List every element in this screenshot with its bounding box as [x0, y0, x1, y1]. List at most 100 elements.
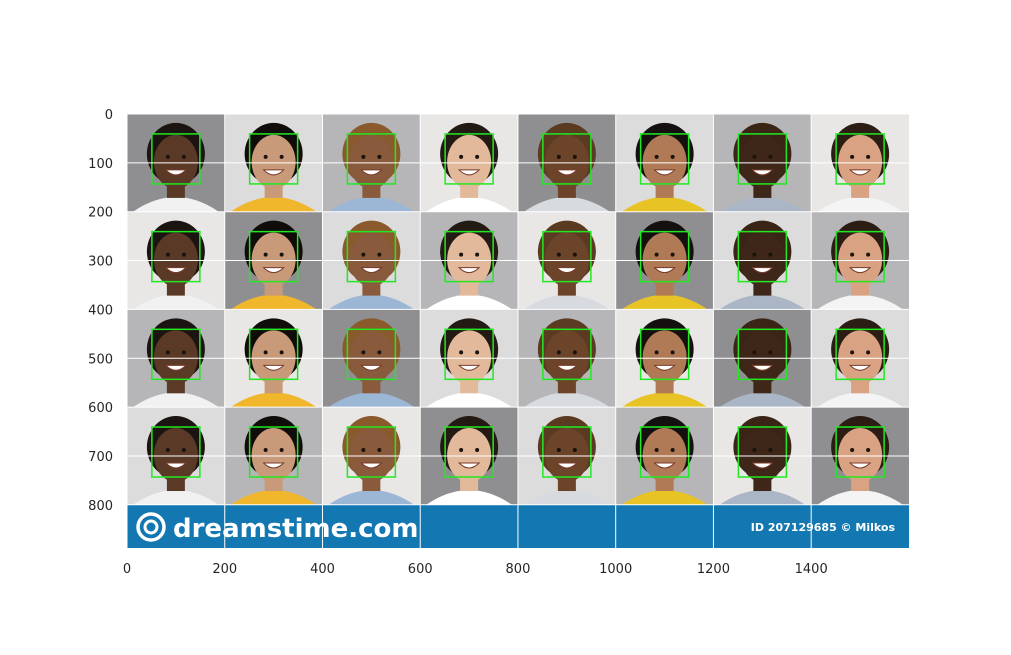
face-shape	[740, 330, 785, 385]
clothing-shape	[230, 294, 317, 310]
face-shape	[349, 428, 394, 483]
face-detection-box	[346, 426, 397, 478]
face-shape	[642, 330, 687, 385]
x-axis-ticks: 0 200 400 600 800 1000 1200 1400	[123, 562, 828, 577]
face-detection-box	[835, 230, 885, 283]
face-detection-box	[835, 426, 885, 478]
face-detection-box	[444, 230, 494, 283]
face-shape	[153, 232, 198, 287]
face-detection-box	[151, 426, 201, 478]
clothing-shape	[230, 490, 317, 505]
face-shape	[349, 134, 394, 189]
face-detection-box	[346, 133, 397, 185]
face-shape	[740, 134, 785, 189]
face-tile	[713, 407, 812, 505]
y-tick-label: 800	[88, 499, 113, 514]
face-detection-box	[639, 133, 690, 185]
clothing-shape	[328, 294, 415, 310]
clothing-shape	[524, 392, 610, 408]
x-tick-label: 0	[123, 562, 131, 577]
y-tick-label: 400	[88, 303, 113, 318]
face-shape	[838, 232, 883, 287]
clothing-shape	[426, 197, 512, 212]
clothing-shape	[621, 490, 708, 505]
dreamstime-spiral-icon	[136, 512, 166, 542]
face-shape	[740, 428, 785, 483]
face-shape	[349, 330, 394, 385]
clothing-shape	[524, 197, 610, 212]
x-tick-label: 800	[506, 562, 531, 577]
clothing-shape	[426, 294, 512, 310]
x-tick-label: 1000	[599, 562, 632, 577]
face-tile	[518, 114, 616, 212]
face-shape	[642, 232, 687, 287]
x-tick-label: 200	[212, 562, 237, 577]
face-shape	[153, 134, 198, 189]
face-shape	[544, 330, 589, 385]
clothing-shape	[230, 392, 317, 408]
y-axis-ticks: 0 100 200 300 400 500 600 700 800	[88, 108, 113, 514]
x-tick-label: 400	[310, 562, 335, 577]
clothing-shape	[817, 392, 903, 408]
face-detection-box	[639, 328, 690, 381]
clothing-shape	[719, 490, 806, 505]
face-shape	[642, 134, 687, 189]
clothing-shape	[426, 392, 512, 408]
y-tick-label: 500	[88, 352, 113, 367]
x-tick-label: 1200	[697, 562, 730, 577]
face-shape	[349, 232, 394, 287]
image-credit: ID 207129685 © Milkos	[751, 521, 896, 534]
face-detection-box	[346, 328, 397, 381]
face-shape	[544, 134, 589, 189]
face-shape	[642, 428, 687, 483]
face-detection-box	[151, 230, 201, 283]
gridlines	[126, 113, 909, 548]
face-detection-box	[737, 426, 788, 478]
face-detection-box	[248, 133, 299, 185]
clothing-shape	[328, 392, 415, 408]
clothing-shape	[133, 392, 219, 408]
clothing-shape	[133, 490, 219, 505]
clothing-shape	[817, 490, 903, 505]
face-shape	[838, 134, 883, 189]
face-shape	[838, 428, 883, 483]
face-detection-box	[737, 133, 788, 185]
face-shape	[447, 232, 492, 287]
face-shape	[251, 232, 296, 287]
face-detection-box	[542, 426, 592, 478]
clothing-shape	[133, 197, 219, 212]
x-tick-label: 1400	[795, 562, 828, 577]
face-detection-box	[542, 133, 592, 185]
clothing-shape	[719, 294, 806, 310]
face-shape	[838, 330, 883, 385]
face-shape	[153, 428, 198, 483]
y-tick-label: 100	[88, 157, 113, 172]
clothing-shape	[230, 197, 317, 212]
face-detection-box	[835, 133, 885, 185]
clothing-shape	[524, 294, 610, 310]
face-shape	[447, 330, 492, 385]
face-detection-box	[248, 426, 299, 478]
clothing-shape	[133, 294, 219, 310]
y-tick-label: 0	[105, 108, 113, 123]
face-shape	[153, 330, 198, 385]
clothing-shape	[621, 197, 708, 212]
face-shape	[447, 134, 492, 189]
face-detection-box	[248, 328, 299, 381]
face-detection-box	[444, 426, 494, 478]
face-tile	[224, 407, 323, 505]
face-detection-box	[835, 328, 885, 381]
face-detection-box	[248, 230, 299, 283]
clothing-shape	[621, 392, 708, 408]
y-tick-label: 300	[88, 255, 113, 270]
clothing-shape	[621, 294, 708, 310]
face-detection-box	[737, 230, 788, 283]
clothing-shape	[524, 490, 610, 505]
face-detection-box	[444, 133, 494, 185]
clothing-shape	[719, 392, 806, 408]
clothing-shape	[719, 197, 806, 212]
clothing-shape	[328, 490, 415, 505]
clothing-shape	[817, 294, 903, 310]
y-tick-label: 200	[88, 206, 113, 221]
